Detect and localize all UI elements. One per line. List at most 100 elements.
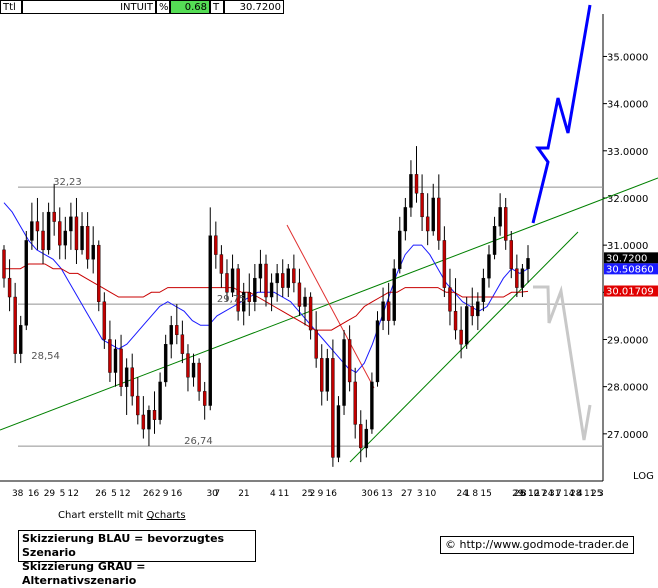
candle-body bbox=[420, 193, 424, 218]
copyright-icon: © bbox=[445, 538, 456, 551]
url-text[interactable]: http://www.godmode-trader.de bbox=[459, 538, 629, 551]
candle-body bbox=[158, 381, 162, 420]
x-tick-label: 5 bbox=[111, 489, 117, 499]
symbol-box[interactable]: Ttl bbox=[0, 0, 22, 14]
x-tick-label-right: 7 bbox=[556, 489, 562, 499]
y-tick-label: 35.0000 bbox=[607, 52, 648, 63]
candle-body bbox=[470, 306, 474, 317]
x-tick-label: 16 bbox=[171, 489, 183, 499]
candle-body bbox=[392, 268, 396, 321]
candle-body bbox=[202, 391, 207, 406]
legend-blue: Skizzierung BLAU = bevorzugtes Szenario bbox=[22, 532, 225, 559]
x-tick-label: 24 bbox=[457, 489, 469, 499]
x-tick-label: 9 bbox=[163, 489, 169, 499]
price-label-text: 30.50860 bbox=[606, 264, 654, 275]
candle-body bbox=[108, 339, 112, 373]
candle-body bbox=[336, 405, 341, 458]
candle-body bbox=[364, 428, 369, 449]
candle-body bbox=[85, 226, 90, 260]
x-tick-label: 16 bbox=[28, 489, 40, 499]
candle-body bbox=[242, 292, 246, 312]
credit-brand[interactable]: Qcharts bbox=[146, 510, 186, 521]
candle-body bbox=[370, 381, 374, 430]
candle-body bbox=[113, 348, 118, 373]
candle-body bbox=[119, 348, 123, 387]
level-annotation: 32,23 bbox=[53, 177, 82, 188]
x-tick-label: 29 bbox=[44, 489, 56, 499]
y-tick-label: 29.0000 bbox=[607, 335, 648, 346]
candle-body bbox=[504, 207, 508, 241]
x-tick-label: 16 bbox=[326, 489, 338, 499]
candle-body bbox=[52, 211, 56, 222]
price-label-box bbox=[604, 263, 658, 275]
candle-body bbox=[180, 334, 185, 354]
x-tick-label: 25 bbox=[302, 489, 313, 499]
instrument-name: INTUIT bbox=[22, 0, 156, 14]
candle-body bbox=[197, 362, 201, 392]
x-tick-label-right: 14 bbox=[563, 489, 575, 499]
x-tick-label: 8 bbox=[472, 489, 478, 499]
scenario-legend: Skizzierung BLAU = bevorzugtes Szenario … bbox=[18, 530, 256, 587]
candle-body bbox=[63, 230, 68, 246]
price-label-box bbox=[604, 285, 658, 297]
price-label-box bbox=[604, 252, 658, 264]
candle-body bbox=[80, 226, 84, 251]
candle-body bbox=[442, 240, 447, 288]
candle-body bbox=[214, 235, 218, 255]
candle-body bbox=[464, 306, 469, 345]
candle-body bbox=[58, 221, 62, 246]
credit-prefix: Chart erstellt mit bbox=[58, 510, 147, 521]
candle-body bbox=[236, 268, 240, 312]
candle-body bbox=[281, 273, 285, 288]
level-annotation: 26,74 bbox=[184, 436, 213, 447]
candle-body bbox=[7, 277, 12, 298]
candle-body bbox=[13, 296, 17, 354]
candle-body bbox=[386, 301, 391, 321]
candle-body bbox=[30, 221, 34, 241]
candle-body bbox=[308, 296, 313, 331]
candle-body bbox=[152, 410, 157, 420]
x-tick-label-right: 24 bbox=[542, 489, 554, 499]
y-tick-label: 28.0000 bbox=[607, 383, 648, 394]
legend-grey: Skizzierung GRAU = Alternativszenario bbox=[22, 560, 146, 587]
candle-body bbox=[19, 325, 23, 354]
x-tick-label: 30 bbox=[361, 489, 373, 499]
x-tick-label: 1 bbox=[464, 489, 470, 499]
candle-body bbox=[303, 296, 307, 307]
candle-body bbox=[453, 310, 458, 331]
candle-body bbox=[331, 358, 335, 458]
candle-body bbox=[2, 249, 6, 279]
candle-body bbox=[41, 230, 45, 251]
chart-credit: Chart erstellt mit Qcharts bbox=[58, 510, 186, 521]
candle-body bbox=[515, 268, 519, 288]
log-scale-label: LOG bbox=[633, 471, 654, 482]
candle-body bbox=[431, 197, 435, 232]
last-price: 30.7200 bbox=[224, 0, 284, 14]
x-tick-label: 30 bbox=[206, 489, 218, 499]
candle-body bbox=[275, 273, 279, 284]
candle-body bbox=[498, 207, 502, 227]
candle-body bbox=[476, 301, 480, 317]
percent-label: % bbox=[156, 0, 170, 14]
candle-body bbox=[191, 362, 196, 378]
candle-body bbox=[253, 277, 257, 302]
level-annotation: 29,75 bbox=[217, 294, 246, 305]
x-tick-label: 5 bbox=[60, 489, 66, 499]
change-value: 0.68 bbox=[170, 0, 210, 14]
x-tick-label: 26 bbox=[143, 489, 155, 499]
candle-body bbox=[414, 174, 419, 194]
y-tick-label: 27.0000 bbox=[607, 430, 648, 441]
candle-body bbox=[97, 244, 101, 302]
x-tick-label: 27 bbox=[401, 489, 412, 499]
x-tick-label-right: 28 bbox=[570, 489, 582, 499]
candle-body bbox=[347, 339, 352, 383]
candle-body bbox=[147, 410, 151, 430]
candle-body bbox=[381, 301, 385, 321]
source-url[interactable]: © http://www.godmode-trader.de bbox=[440, 536, 634, 554]
candle-body bbox=[375, 320, 380, 383]
candle-body bbox=[325, 358, 330, 392]
candle-body bbox=[91, 244, 95, 260]
candle-body bbox=[286, 268, 290, 288]
downtrend-line bbox=[286, 224, 375, 389]
y-tick-label: 33.0000 bbox=[607, 147, 648, 158]
